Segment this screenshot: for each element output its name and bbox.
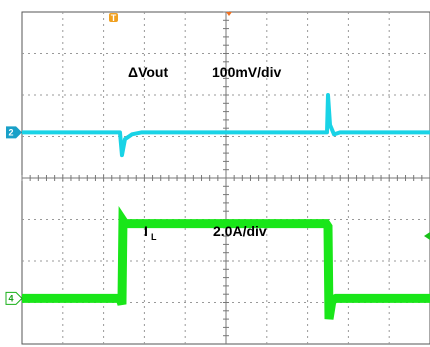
channel-4-name: I — [144, 223, 148, 239]
traces — [22, 93, 430, 320]
channel-2-name: ΔVout — [128, 64, 168, 80]
channel-4-marker: 4 — [5, 291, 23, 305]
channel-2-trace — [22, 93, 430, 158]
channel-4-marker-label: 4 — [8, 293, 13, 303]
channel-2-scale: 100mV/div — [212, 64, 281, 80]
channel-4-name-subscript: L — [151, 232, 157, 242]
channel-4-scale: 2.0A/div — [213, 223, 267, 239]
trigger-position-icon — [226, 12, 232, 16]
channel-4-trace — [22, 206, 430, 320]
trigger-marker: T — [109, 13, 118, 23]
trigger-marker-label: T — [111, 13, 117, 23]
channel-2-marker: 2 — [6, 126, 22, 139]
trigger-level-icon — [424, 232, 430, 240]
channel-2-marker-label: 2 — [8, 127, 13, 137]
